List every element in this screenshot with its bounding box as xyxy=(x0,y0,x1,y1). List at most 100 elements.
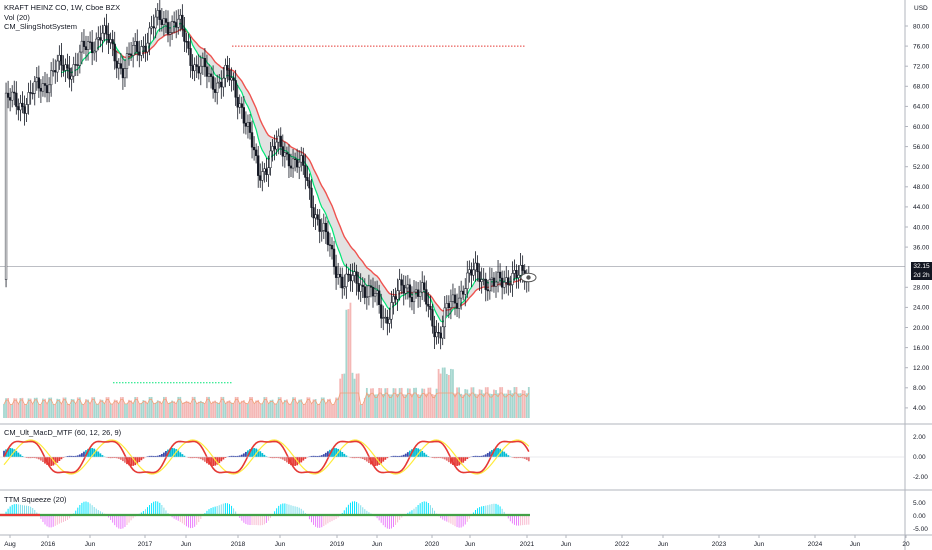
candle-body xyxy=(263,168,266,172)
macd-histogram-bar xyxy=(525,457,528,460)
candle-body xyxy=(267,167,270,175)
volume-bar xyxy=(13,398,16,418)
macd-histogram-bar xyxy=(476,455,479,457)
macd-histogram-bar xyxy=(238,455,241,457)
candle-body xyxy=(74,64,77,66)
candle-body xyxy=(201,58,204,67)
candle-body xyxy=(343,286,346,289)
candle-body xyxy=(50,70,53,86)
volume-bar xyxy=(517,393,520,418)
volume-bar xyxy=(349,302,352,418)
volume-bar xyxy=(464,389,467,418)
volume-bar xyxy=(433,394,436,418)
macd-histogram-bar xyxy=(140,457,143,461)
eye-icon[interactable] xyxy=(520,272,537,283)
volume-bar xyxy=(191,396,194,418)
candle-body xyxy=(150,26,153,29)
candle-body xyxy=(105,25,108,35)
candle-body xyxy=(501,277,504,288)
macd-histogram-bar xyxy=(228,456,231,457)
volume-bar xyxy=(234,396,237,418)
macd-histogram-bar xyxy=(312,455,315,457)
candle-body xyxy=(252,146,256,151)
volume-bar xyxy=(29,398,32,418)
volume-bar xyxy=(11,404,14,418)
candle-body xyxy=(302,155,305,166)
candle-body xyxy=(460,290,463,299)
macd-histogram-bar xyxy=(204,457,206,462)
macd-histogram-bar xyxy=(224,457,227,458)
volume-bar xyxy=(339,378,342,418)
macd-histogram-bar xyxy=(378,457,381,465)
candle-body xyxy=(339,273,342,278)
volume-bar xyxy=(105,397,108,418)
candle-body xyxy=(183,28,186,42)
volume-bar xyxy=(132,403,135,418)
volume-bar xyxy=(476,394,479,418)
candle-body xyxy=(492,277,496,287)
volume-bar xyxy=(122,397,124,418)
candle-body xyxy=(382,317,385,319)
macd-histogram-bar xyxy=(437,457,440,459)
macd-histogram-bar xyxy=(415,448,417,457)
macd-histogram-bar xyxy=(361,457,364,459)
candle-body xyxy=(170,21,174,33)
volume-bar xyxy=(179,396,182,418)
macd-histogram-bar xyxy=(435,457,438,459)
volume-bar xyxy=(177,396,180,418)
candle-body xyxy=(324,222,328,233)
macd-histogram-bar xyxy=(107,457,110,459)
volume-bar xyxy=(380,388,383,418)
candle-body xyxy=(462,290,465,295)
candle-body xyxy=(291,158,295,169)
candle-body xyxy=(261,171,264,181)
volume-bar xyxy=(62,397,65,418)
volume-bar xyxy=(44,398,46,418)
candle-body xyxy=(449,301,453,309)
candle-body xyxy=(441,326,444,339)
time-tick-label: Jun xyxy=(372,541,383,548)
candle-body xyxy=(384,316,387,319)
volume-bar xyxy=(81,403,83,418)
candle-body xyxy=(168,32,172,35)
candle-body xyxy=(146,42,149,53)
candle-body xyxy=(91,41,94,54)
volume-bar xyxy=(130,400,132,418)
volume-bar xyxy=(290,403,292,418)
macd-histogram-bar xyxy=(365,457,368,462)
volume-bar xyxy=(357,373,360,418)
macd-histogram-bar xyxy=(464,457,467,461)
macd-histogram-bar xyxy=(521,457,524,459)
macd-histogram-bar xyxy=(441,457,444,459)
candle-body xyxy=(394,296,397,300)
candle-body xyxy=(332,248,336,267)
volume-bar xyxy=(109,403,112,418)
volume-bar xyxy=(31,403,34,418)
candle-body xyxy=(47,84,51,94)
volume-bar xyxy=(204,403,206,418)
volume-bar xyxy=(46,403,48,418)
candle-body xyxy=(277,135,280,143)
candle-body xyxy=(431,309,434,327)
macd-histogram-bar xyxy=(165,451,167,457)
volume-bar xyxy=(72,399,75,418)
candle-body xyxy=(466,272,469,289)
volume-bar xyxy=(117,403,120,418)
macd-histogram-bar xyxy=(527,457,530,462)
candle-body xyxy=(408,284,412,298)
candle-body xyxy=(330,245,334,250)
volume-bar xyxy=(454,393,456,418)
candle-body xyxy=(209,73,213,77)
macd-histogram-bar xyxy=(9,448,12,457)
macd-histogram-bar xyxy=(445,457,448,461)
macd-histogram-bar xyxy=(115,457,118,459)
volume-bar xyxy=(158,401,161,418)
candle-body xyxy=(488,279,492,292)
candle-body xyxy=(113,43,116,62)
volume-bar xyxy=(85,399,87,418)
macd-histogram-bar xyxy=(214,457,217,466)
macd-histogram-bar xyxy=(158,455,161,457)
volume-bar xyxy=(253,403,255,418)
macd-histogram-bar xyxy=(199,457,202,460)
